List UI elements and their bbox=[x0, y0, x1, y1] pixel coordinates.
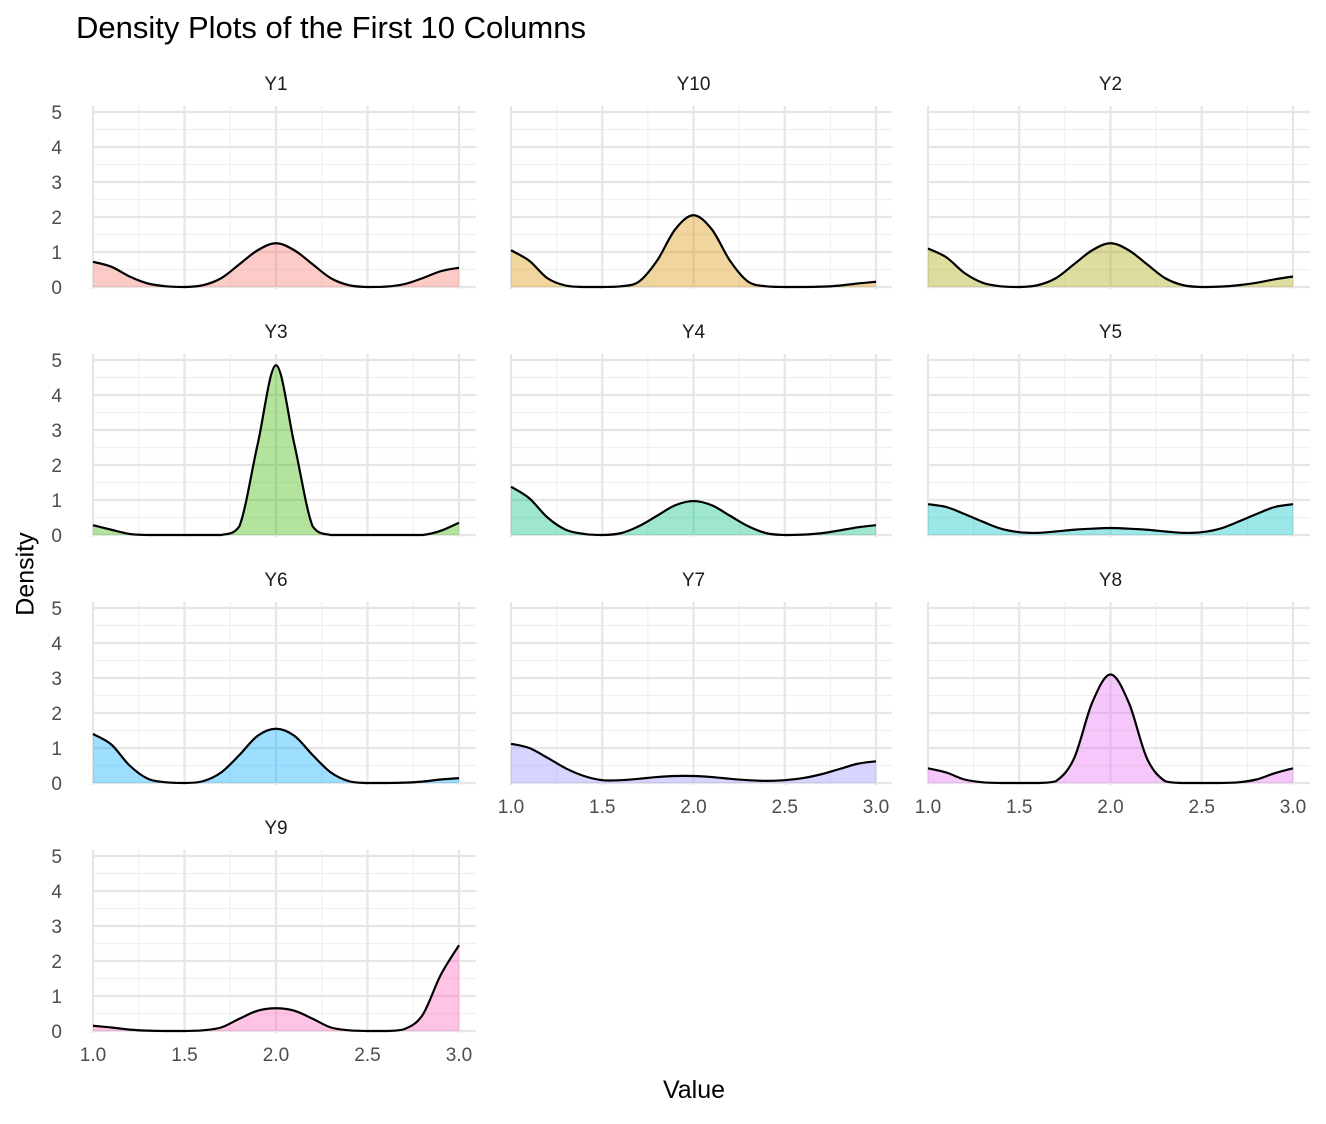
y-tick-label: 0 bbox=[51, 278, 62, 299]
y-tick-label: 2 bbox=[51, 456, 62, 477]
x-tick-label: 1.0 bbox=[915, 797, 941, 818]
density-area-y4 bbox=[511, 486, 876, 535]
y-tick-label: 2 bbox=[51, 952, 62, 973]
x-tick-label: 1.5 bbox=[1006, 797, 1032, 818]
y-tick-label: 4 bbox=[51, 634, 62, 655]
y-tick-label: 2 bbox=[51, 208, 62, 229]
chart-title: Density Plots of the First 10 Columns bbox=[76, 10, 586, 45]
facet-panel-y2: Y2 bbox=[926, 74, 1310, 289]
density-line-y4 bbox=[510, 485, 877, 537]
density-area-y1 bbox=[93, 243, 459, 287]
density-line-y2 bbox=[927, 242, 1294, 289]
x-tick-label: 2.5 bbox=[354, 1045, 380, 1066]
y-tick-label: 0 bbox=[51, 774, 62, 795]
x-tick-label: 3.0 bbox=[863, 797, 889, 818]
y-tick-label: 4 bbox=[51, 882, 62, 903]
density-line-y7 bbox=[510, 742, 877, 783]
x-tick-label: 1.5 bbox=[589, 797, 615, 818]
density-line-y3 bbox=[92, 364, 460, 537]
facet-panel-y9: Y9 0 1 2 3 4 5 1.0 1.5 2.0 2.5 3.0 bbox=[51, 818, 476, 1066]
x-tick-label: 3.0 bbox=[446, 1045, 472, 1066]
facet-strip-label: Y4 bbox=[682, 322, 706, 343]
x-tick-label: 1.0 bbox=[80, 1045, 106, 1066]
x-tick-label: 1.5 bbox=[171, 1045, 197, 1066]
facet-panel-y6: Y6 0 1 2 3 4 5 bbox=[51, 570, 476, 795]
y-tick-label: 5 bbox=[51, 599, 62, 620]
y-tick-label: 4 bbox=[51, 138, 62, 159]
x-axis-label: Value bbox=[662, 1076, 726, 1104]
density-area-y3 bbox=[93, 365, 459, 535]
facet-panel-y10: Y10 bbox=[509, 74, 892, 289]
x-tick-label: 3.0 bbox=[1280, 797, 1306, 818]
x-tick-label: 2.5 bbox=[1189, 797, 1215, 818]
facet-panel-y5: Y5 bbox=[926, 322, 1310, 537]
x-tick-label: 1.0 bbox=[498, 797, 524, 818]
y-tick-label: 5 bbox=[51, 103, 62, 124]
y-tick-label: 3 bbox=[51, 917, 62, 938]
facet-panel-y8: Y8 1.0 1.5 2.0 2.5 3.0 bbox=[915, 570, 1310, 818]
facet-strip-label: Y7 bbox=[682, 570, 705, 591]
y-tick-label: 3 bbox=[51, 421, 62, 442]
facet-panel-y1: Y1 0 1 2 3 4 5 bbox=[51, 74, 476, 299]
density-line-y1 bbox=[92, 242, 460, 289]
facet-strip-label: Y2 bbox=[1099, 74, 1122, 95]
y-tick-label: 2 bbox=[51, 704, 62, 725]
facet-strip-label: Y1 bbox=[264, 74, 287, 95]
density-line-y6 bbox=[92, 727, 460, 785]
facet-strip-label: Y6 bbox=[264, 570, 287, 591]
density-line-y8 bbox=[927, 673, 1294, 785]
facet-panel-y7: Y7 1.0 1.5 2.0 2.5 3.0 bbox=[498, 570, 892, 818]
x-tick-label: 2.0 bbox=[680, 797, 706, 818]
x-tick-label: 2.0 bbox=[1097, 797, 1123, 818]
density-line-y10 bbox=[510, 214, 877, 289]
y-tick-label: 4 bbox=[51, 386, 62, 407]
density-area-y6 bbox=[93, 728, 459, 783]
facet-panel-y3: Y3 0 1 2 3 4 5 bbox=[51, 322, 476, 547]
density-area-y8 bbox=[928, 674, 1293, 783]
y-tick-label: 5 bbox=[51, 351, 62, 372]
y-tick-label: 1 bbox=[51, 739, 62, 760]
y-tick-label: 3 bbox=[51, 173, 62, 194]
y-tick-label: 3 bbox=[51, 669, 62, 690]
facet-strip-label: Y3 bbox=[264, 322, 287, 343]
density-area-y7 bbox=[511, 743, 876, 783]
facet-strip-label: Y9 bbox=[264, 818, 287, 839]
density-area-y10 bbox=[511, 215, 876, 287]
density-line-y5 bbox=[927, 503, 1294, 535]
facet-panel-y4: Y4 bbox=[509, 322, 892, 537]
facet-strip-label: Y8 bbox=[1099, 570, 1122, 591]
density-area-y9 bbox=[93, 945, 459, 1031]
density-area-y2 bbox=[928, 243, 1293, 287]
y-tick-label: 0 bbox=[51, 526, 62, 547]
y-tick-label: 1 bbox=[51, 987, 62, 1008]
x-tick-label: 2.5 bbox=[772, 797, 798, 818]
facet-strip-label: Y5 bbox=[1099, 322, 1122, 343]
y-tick-label: 5 bbox=[51, 847, 62, 868]
density-line-y9 bbox=[92, 944, 460, 1033]
facet-strip-label: Y10 bbox=[677, 74, 711, 95]
y-tick-label: 1 bbox=[51, 491, 62, 512]
y-tick-label: 1 bbox=[51, 243, 62, 264]
x-tick-label: 2.0 bbox=[263, 1045, 289, 1066]
y-tick-label: 0 bbox=[51, 1022, 62, 1043]
